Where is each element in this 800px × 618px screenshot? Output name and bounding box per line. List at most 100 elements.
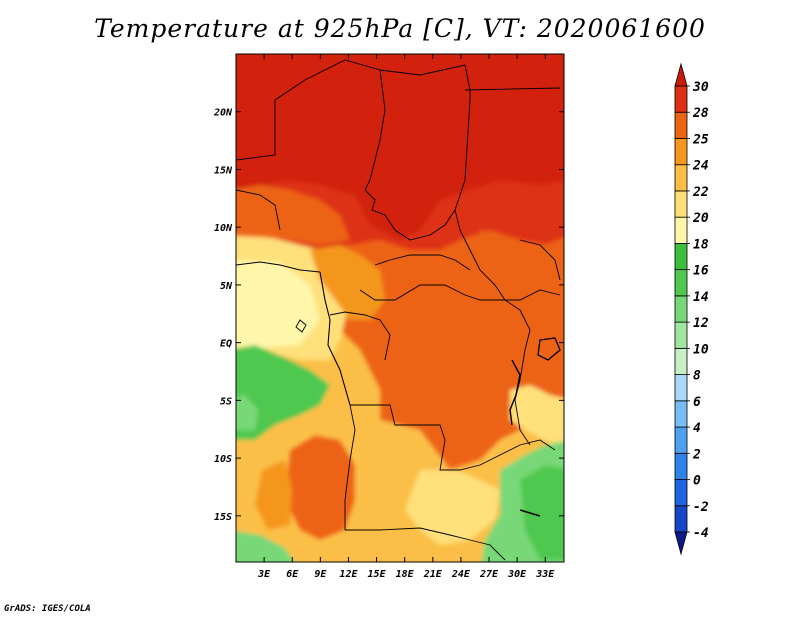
colorbar-label: 0 — [693, 474, 701, 489]
border-algeria-mali — [236, 59, 386, 191]
colorbar-swatch — [674, 85, 688, 113]
lon-tick-label: 18E — [396, 569, 415, 580]
border-drc-east — [514, 309, 531, 446]
lake-tanganyika — [509, 359, 521, 426]
lat-tick-label: EQ — [220, 339, 232, 350]
plot-frame — [235, 53, 565, 563]
colorbar-swatch — [674, 426, 688, 454]
colorbar-swatch — [674, 190, 688, 218]
latitude-axis: 20N 15N 10N 5N EQ 5S 10S 15S — [213, 108, 564, 523]
grads-credit: GrADS: IGES/COLA — [4, 604, 91, 614]
colorbar-label: 16 — [693, 264, 709, 279]
colorbar-label: 12 — [693, 316, 709, 331]
colorbar-label: 20 — [692, 211, 709, 226]
colorbar-label: 14 — [693, 290, 709, 305]
border-egypt-sudan — [464, 87, 561, 91]
lake-kariba — [519, 509, 541, 517]
colorbar-swatch — [674, 164, 688, 192]
border-car-drc — [359, 284, 521, 311]
colorbar-label: 6 — [693, 395, 701, 410]
border-zambia-north — [479, 439, 556, 466]
country-borders — [236, 59, 561, 561]
colorbar-swatch — [674, 216, 688, 244]
border-car-sudan — [454, 209, 506, 301]
field-congo-orange — [370, 290, 520, 430]
border-chad-car — [374, 254, 471, 271]
colorbar-swatch — [674, 452, 688, 480]
field-atlantic-light-green — [236, 395, 258, 430]
field-sahara-deep-red — [236, 54, 564, 240]
lon-tick-label: 9E — [314, 569, 327, 580]
colorbar-label: 10 — [693, 342, 709, 357]
coastline-west-central — [319, 271, 351, 406]
island-bioko — [295, 319, 307, 333]
colorbar-label: 25 — [692, 132, 709, 147]
colorbar-label: -2 — [693, 500, 709, 515]
colorbar-swatch — [674, 479, 688, 507]
field-guinea-orange — [236, 185, 350, 245]
border-ethiopia — [519, 239, 561, 281]
lon-tick-label: 27E — [479, 569, 499, 580]
colorbar-label: -4 — [693, 526, 709, 541]
lon-tick-label: 30E — [507, 569, 527, 580]
lon-tick-label: 21E — [423, 569, 443, 580]
lat-tick-label: 20N — [213, 108, 233, 119]
colorbar-swatch — [674, 111, 688, 139]
colorbar-label: 22 — [692, 185, 709, 200]
field-coast-pale — [236, 260, 320, 348]
lat-tick-label: 10N — [214, 223, 233, 234]
colorbar-swatch — [674, 347, 688, 375]
border-angola-coast — [344, 404, 356, 530]
lon-tick-label: 3E — [257, 569, 271, 580]
border-south-sudan — [505, 289, 561, 301]
colorbar-label: 2 — [692, 447, 701, 462]
lat-tick-label: 15N — [214, 165, 233, 176]
temperature-field — [236, 54, 564, 562]
lon-tick-label: 24E — [451, 569, 471, 580]
colorbar-label: 24 — [692, 159, 709, 174]
border-niger-chad — [364, 189, 456, 241]
colorbar-label: 4 — [693, 421, 701, 436]
colorbar-min-triangle — [674, 531, 688, 556]
colorbar-label: 28 — [692, 106, 709, 121]
colorbar-swatch — [674, 295, 688, 323]
field-cameroon-orange — [310, 245, 385, 320]
field-east-pale — [510, 385, 564, 448]
field-zambia-yellow — [405, 470, 500, 545]
longitude-axis: 3E 6E 9E 12E 15E 18E 21E 24E 27E 30E 33E — [257, 54, 555, 580]
colorbar-swatch — [674, 269, 688, 297]
chart-title: Temperature at 925hPa [C], VT: 202006160… — [94, 14, 706, 43]
field-angola-mid — [255, 460, 292, 530]
border-angola-drc — [350, 404, 481, 471]
lat-tick-label: 10S — [214, 454, 232, 465]
colorbar-max-triangle — [674, 62, 688, 87]
field-ethiopia-orange — [480, 230, 564, 328]
colorbar-swatch — [674, 400, 688, 428]
lon-tick-label: 12E — [339, 569, 358, 580]
lon-tick-label: 33E — [535, 569, 555, 580]
lon-tick-label: 6E — [286, 569, 299, 580]
colorbar-label: 30 — [692, 80, 709, 95]
field-se-dark-green — [520, 465, 564, 560]
lat-tick-label: 5S — [220, 396, 232, 407]
colorbar-swatch — [674, 374, 688, 402]
lat-tick-label: 15S — [214, 512, 232, 523]
lat-tick-label: 5N — [220, 281, 233, 292]
lake-victoria — [537, 337, 561, 361]
coastline-gulf-guinea — [236, 261, 321, 273]
field-angola-orange — [285, 435, 355, 540]
border-gabon-congo — [329, 311, 391, 361]
colorbar-swatch — [674, 243, 688, 271]
border-burkina — [236, 189, 281, 231]
field-sw-green — [236, 531, 295, 562]
colorbar-swatch — [674, 138, 688, 166]
colorbar-label: 8 — [693, 369, 701, 384]
field-atlantic-green — [236, 345, 330, 440]
colorbar-swatch — [674, 505, 688, 533]
colorbar-label: 18 — [693, 237, 709, 252]
border-namibia-botswana — [345, 527, 506, 561]
colorbar-swatch — [674, 321, 688, 349]
lon-tick-label: 15E — [368, 569, 387, 580]
